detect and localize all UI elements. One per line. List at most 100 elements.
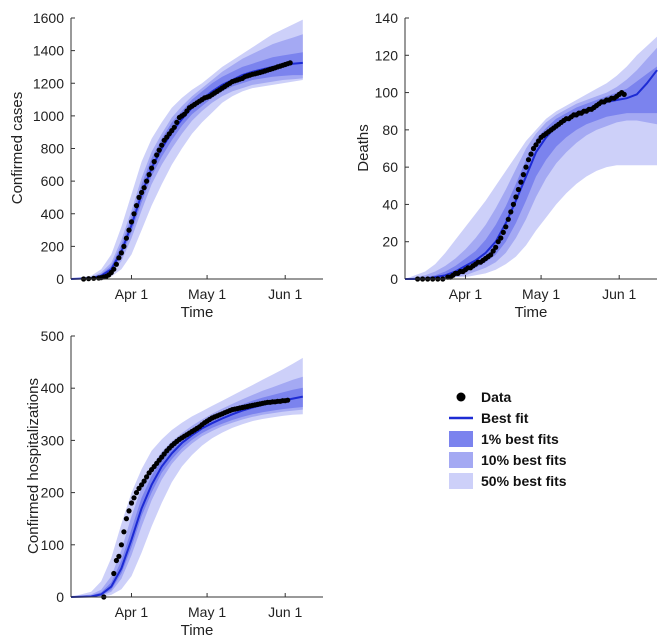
data-point [287, 60, 293, 66]
data-point [126, 227, 132, 233]
data-point [505, 216, 511, 222]
data-point [116, 553, 122, 559]
data-point [533, 142, 539, 148]
x-axis-label: Time [181, 304, 214, 321]
y-tick-label: 600 [41, 173, 65, 189]
data-point [493, 244, 499, 250]
data-point [139, 189, 145, 196]
y-tick-label: 120 [375, 47, 399, 63]
y-tick-label: 200 [41, 485, 65, 501]
y-tick-label: 0 [56, 589, 64, 605]
data-point [131, 495, 137, 501]
y-axis-label: Confirmed cases [9, 92, 26, 205]
x-tick-label: May 1 [188, 604, 226, 620]
hospitalizations-panel: 0 100 200 300 400 500 Apr 1 May 1 Jun 1 Time Confi… [25, 328, 323, 639]
y-tick-label: 0 [56, 271, 64, 287]
data-point [530, 145, 537, 152]
data-point [121, 529, 127, 535]
data-point [285, 397, 291, 403]
legend-label: Data [481, 389, 512, 405]
data-point [139, 482, 145, 488]
y-tick-label: 60 [382, 159, 398, 175]
y-axis-label: Deaths [355, 124, 372, 172]
y-tick-label: 100 [41, 537, 65, 553]
x-tick-label: Jun 1 [268, 286, 302, 302]
y-tick-label: 400 [41, 206, 65, 222]
y-tick-label: 800 [41, 141, 65, 157]
x-tick-label: May 1 [522, 286, 560, 302]
data-point [111, 570, 117, 577]
x-tick-label: Apr 1 [115, 604, 149, 620]
data-point [136, 485, 142, 491]
data-point [128, 500, 135, 506]
data-point [123, 516, 129, 522]
legend-data-marker [456, 392, 466, 402]
data-point [133, 490, 140, 496]
data-point [536, 138, 542, 144]
data-point [513, 194, 519, 200]
y-axis-label: Confirmed hospitalizations [25, 378, 42, 554]
data-point [525, 157, 532, 163]
data-point [116, 255, 122, 261]
data-point [118, 542, 124, 548]
data-point [500, 229, 506, 235]
data-point [174, 119, 180, 125]
y-tick-label: 1200 [33, 75, 64, 91]
cases-panel: 0 200 400 600 800 1000 1200 1400 1600 Apr 1 May 1 J… [9, 10, 323, 321]
y-tick-label: 400 [41, 380, 65, 396]
data-point [154, 152, 160, 158]
legend-label: 10% best fits [481, 452, 567, 468]
data-point [490, 248, 496, 254]
data-point [111, 266, 117, 272]
data-point [91, 275, 97, 281]
data-point [113, 261, 119, 267]
data-point [123, 235, 129, 241]
data-point [503, 224, 509, 230]
y-tick-label: 40 [382, 196, 398, 212]
data-point [128, 219, 135, 225]
legend-band-swatch [449, 452, 473, 468]
x-tick-label: May 1 [188, 286, 226, 302]
x-axis-label: Time [181, 622, 214, 639]
data-point [141, 185, 147, 191]
data-point [510, 201, 516, 207]
y-tick-label: 1000 [33, 108, 64, 124]
y-tick-label: 80 [382, 122, 398, 138]
x-axis-label: Time [515, 304, 548, 321]
data-point [133, 203, 140, 209]
y-tick-label: 300 [41, 432, 65, 448]
band-1pct-band [71, 387, 303, 597]
band-1pct-band [71, 52, 303, 279]
data-point [144, 178, 150, 184]
data-point [171, 124, 177, 130]
legend-label: 50% best fits [481, 473, 567, 489]
data-point [508, 209, 514, 215]
data-point [515, 186, 522, 193]
legend-band-swatch [449, 473, 473, 489]
y-tick-label: 200 [41, 238, 65, 254]
data-point [488, 252, 494, 258]
data-point [121, 243, 127, 249]
data-point [141, 478, 147, 484]
legend-band-swatch [449, 431, 473, 447]
data-point [136, 194, 142, 200]
data-point [118, 250, 124, 256]
data-point [523, 164, 529, 170]
data-point [518, 179, 524, 185]
x-tick-label: Apr 1 [449, 286, 483, 302]
y-tick-label: 500 [41, 328, 65, 344]
legend-label: 1% best fits [481, 431, 559, 447]
legend-label: Best fit [481, 410, 529, 426]
data-point [528, 151, 534, 157]
y-tick-label: 20 [382, 234, 398, 250]
data-point [151, 159, 157, 165]
y-tick-label: 140 [375, 10, 399, 26]
y-tick-label: 1600 [33, 10, 64, 26]
y-tick-label: 0 [390, 271, 398, 287]
data-point [498, 235, 504, 241]
data-point [149, 165, 155, 171]
x-tick-label: Jun 1 [268, 604, 302, 620]
y-tick-label: 1400 [33, 43, 64, 59]
x-tick-label: Jun 1 [602, 286, 636, 302]
